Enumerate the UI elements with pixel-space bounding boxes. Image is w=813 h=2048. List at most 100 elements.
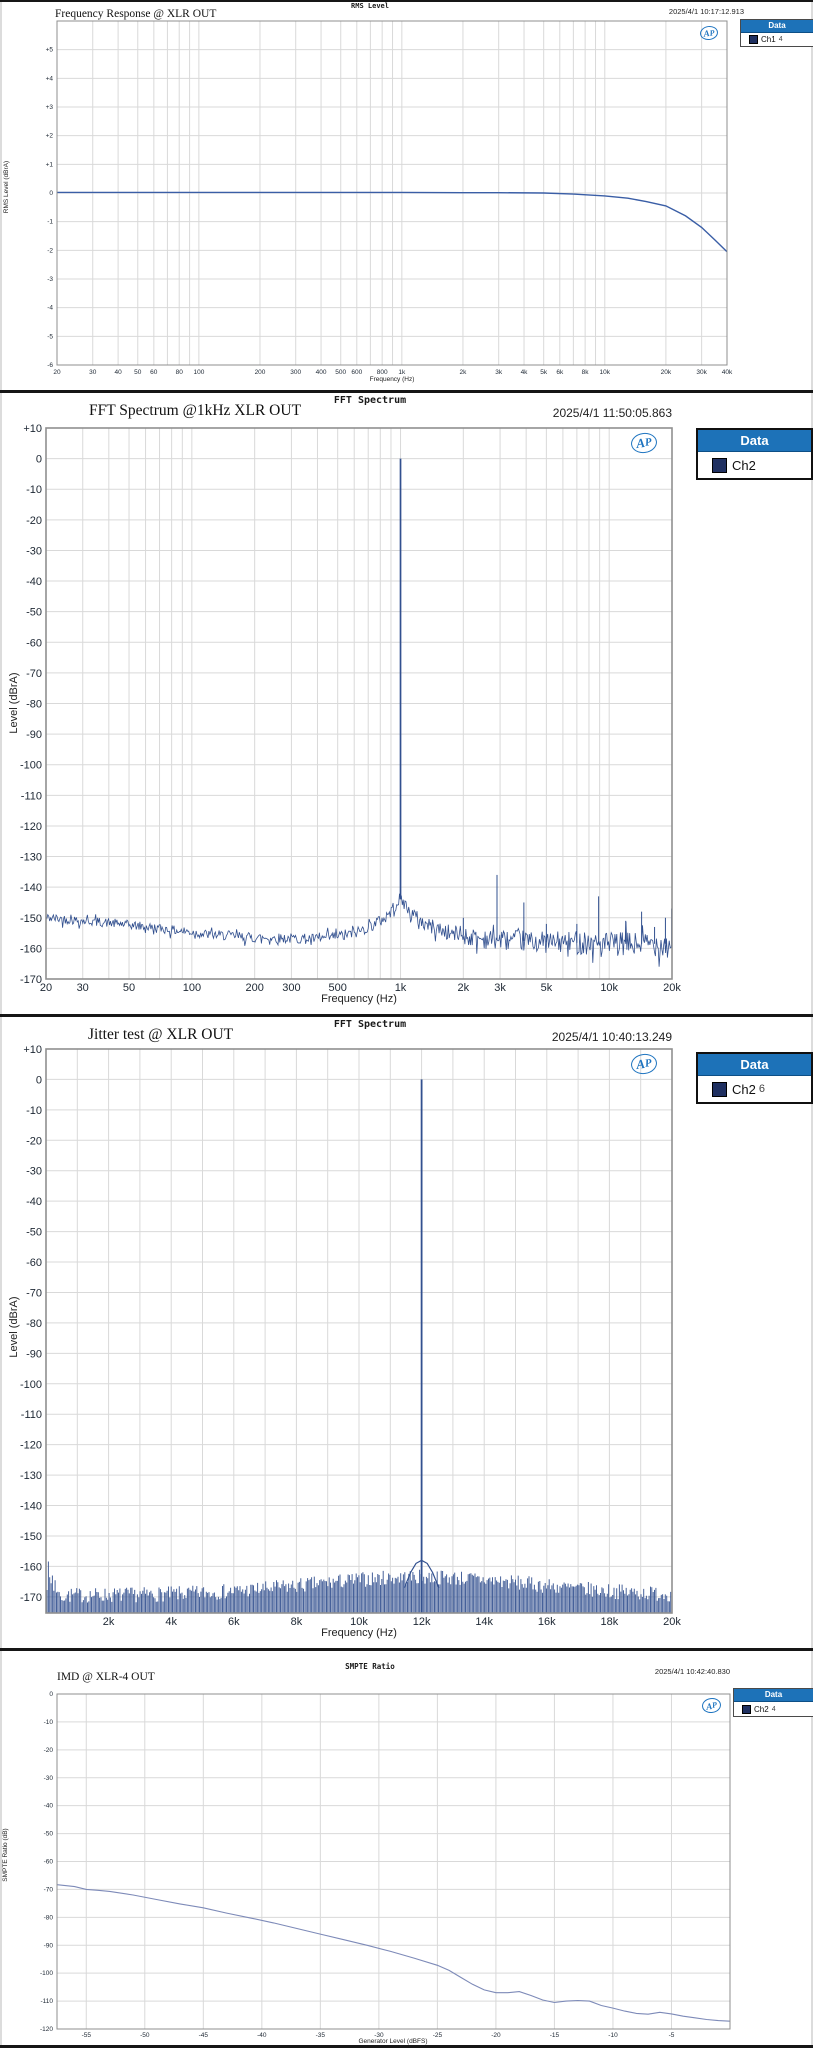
trace-line-3 [56, 1884, 731, 2022]
x-axis-label: Frequency (Hz) [321, 993, 397, 1005]
svg-text:-160: -160 [20, 1561, 42, 1573]
svg-text:14k: 14k [475, 1616, 493, 1628]
svg-text:-160: -160 [20, 943, 42, 955]
left-window-edge [0, 0, 2, 2048]
svg-text:-90: -90 [26, 729, 42, 741]
legend-box: Data Ch2 6 [696, 1052, 813, 1104]
svg-text:-45: -45 [199, 2032, 209, 2039]
svg-text:3k: 3k [495, 369, 503, 376]
svg-text:-80: -80 [44, 1914, 54, 1921]
svg-text:-100: -100 [40, 1970, 53, 1977]
legend-entry-suffix: 6 [758, 1083, 765, 1095]
series-color-swatch [712, 1081, 727, 1097]
separator [0, 0, 813, 2]
chart-title: IMD @ XLR-4 OUT [57, 1671, 155, 1683]
series-color-swatch [742, 1704, 751, 1714]
y-axis-label: Level (dBrA) [8, 672, 20, 734]
legend-header: Data [741, 20, 813, 33]
svg-text:+3: +3 [46, 104, 54, 111]
svg-text:2k: 2k [103, 1616, 115, 1628]
svg-text:6k: 6k [228, 1616, 240, 1628]
svg-text:16k: 16k [538, 1616, 556, 1628]
svg-text:10k: 10k [600, 369, 611, 376]
plot-frame-3 [56, 1693, 731, 2030]
svg-text:-30: -30 [44, 1775, 54, 1782]
legend-entry: Ch2 4 [734, 1702, 813, 1716]
gridlines-2 [46, 1049, 672, 1613]
separator [0, 2045, 813, 2048]
trace-line-0 [57, 191, 728, 253]
legend-entry-label: Ch2 [732, 1081, 756, 1097]
chart-title: Frequency Response @ XLR OUT [55, 8, 217, 20]
svg-text:-30: -30 [26, 1166, 42, 1178]
svg-text:18k: 18k [601, 1616, 619, 1628]
svg-text:-100: -100 [20, 1379, 42, 1391]
window-title: FFT Spectrum [333, 1019, 407, 1030]
legend-header: Data [734, 1689, 813, 1702]
svg-text:-3: -3 [47, 276, 53, 283]
svg-text:500: 500 [335, 369, 346, 376]
legend-entry: Ch2 [698, 452, 811, 478]
svg-text:+5: +5 [46, 47, 54, 54]
svg-text:20k: 20k [663, 982, 681, 994]
svg-text:-80: -80 [26, 1318, 42, 1330]
svg-text:-70: -70 [26, 1288, 42, 1300]
svg-text:400: 400 [316, 369, 327, 376]
svg-text:-120: -120 [20, 1440, 42, 1452]
plot-frame-0 [56, 20, 728, 366]
x-axis-label: Generator Level (dBFS) [358, 2038, 428, 2045]
svg-text:-150: -150 [20, 913, 42, 925]
svg-text:20: 20 [53, 369, 61, 376]
svg-text:8k: 8k [291, 1616, 303, 1628]
svg-text:-50: -50 [140, 2032, 150, 2039]
svg-text:-70: -70 [26, 668, 42, 680]
window-title: SMPTE Ratio [345, 1662, 395, 1671]
svg-text:-50: -50 [44, 1831, 54, 1838]
svg-text:0: 0 [36, 1074, 42, 1086]
svg-text:-15: -15 [550, 2032, 560, 2039]
legend-entry-suffix: 4 [778, 36, 783, 43]
svg-text:-10: -10 [44, 1719, 54, 1726]
chart-title: Jitter test @ XLR OUT [88, 1026, 234, 1043]
tick-labels-2: 2k 4k 6k 8k 10k 12k 14k 16k 18k 20k +10 0 -10 -20 -30 -… [20, 1044, 681, 1628]
svg-text:-110: -110 [21, 790, 42, 802]
legend-header: Data [698, 1054, 811, 1076]
svg-text:5k: 5k [541, 982, 553, 994]
svg-text:-2: -2 [47, 247, 53, 254]
svg-text:+10: +10 [23, 1044, 42, 1056]
svg-text:-100: -100 [20, 760, 42, 772]
tick-labels-0: 20 30 40 50 60 80 100 200 300 400 500 600 800 1k 2k 3k 4… [46, 47, 733, 376]
svg-text:-10: -10 [26, 1105, 42, 1117]
svg-text:4k: 4k [521, 369, 529, 376]
legend-entry: Ch1 4 [741, 33, 813, 46]
separator [0, 1014, 813, 1017]
plot-frame-1 [45, 427, 673, 980]
legend-entry-label: Ch2 [754, 1704, 769, 1714]
chart-timestamp: 2025/4/1 11:50:05.863 [552, 406, 672, 420]
svg-text:3k: 3k [494, 982, 506, 994]
noise-floor-bars [46, 1561, 672, 1613]
chart-timestamp: 2025/4/1 10:40:13.249 [551, 1030, 672, 1044]
svg-text:-120: -120 [20, 821, 42, 833]
svg-text:-35: -35 [316, 2032, 326, 2039]
svg-text:30: 30 [89, 369, 97, 376]
svg-text:200: 200 [246, 982, 264, 994]
svg-text:500: 500 [329, 982, 347, 994]
y-axis-label: RMS Level (dBrA) [3, 160, 10, 214]
svg-text:300: 300 [282, 982, 300, 994]
svg-text:80: 80 [176, 369, 184, 376]
legend-box: Data Ch1 4 [740, 19, 813, 47]
svg-text:-55: -55 [82, 2032, 92, 2039]
svg-text:2k: 2k [459, 369, 467, 376]
svg-text:-40: -40 [44, 1803, 54, 1810]
svg-text:-60: -60 [44, 1859, 54, 1866]
svg-text:-10: -10 [608, 2032, 618, 2039]
svg-text:-140: -140 [20, 1501, 42, 1513]
y-axis-label: Level (dBrA) [8, 1296, 20, 1358]
svg-text:-90: -90 [44, 1942, 54, 1949]
svg-text:-20: -20 [44, 1747, 54, 1754]
svg-text:300: 300 [290, 369, 301, 376]
svg-text:20k: 20k [661, 369, 672, 376]
svg-text:-6: -6 [47, 362, 53, 369]
